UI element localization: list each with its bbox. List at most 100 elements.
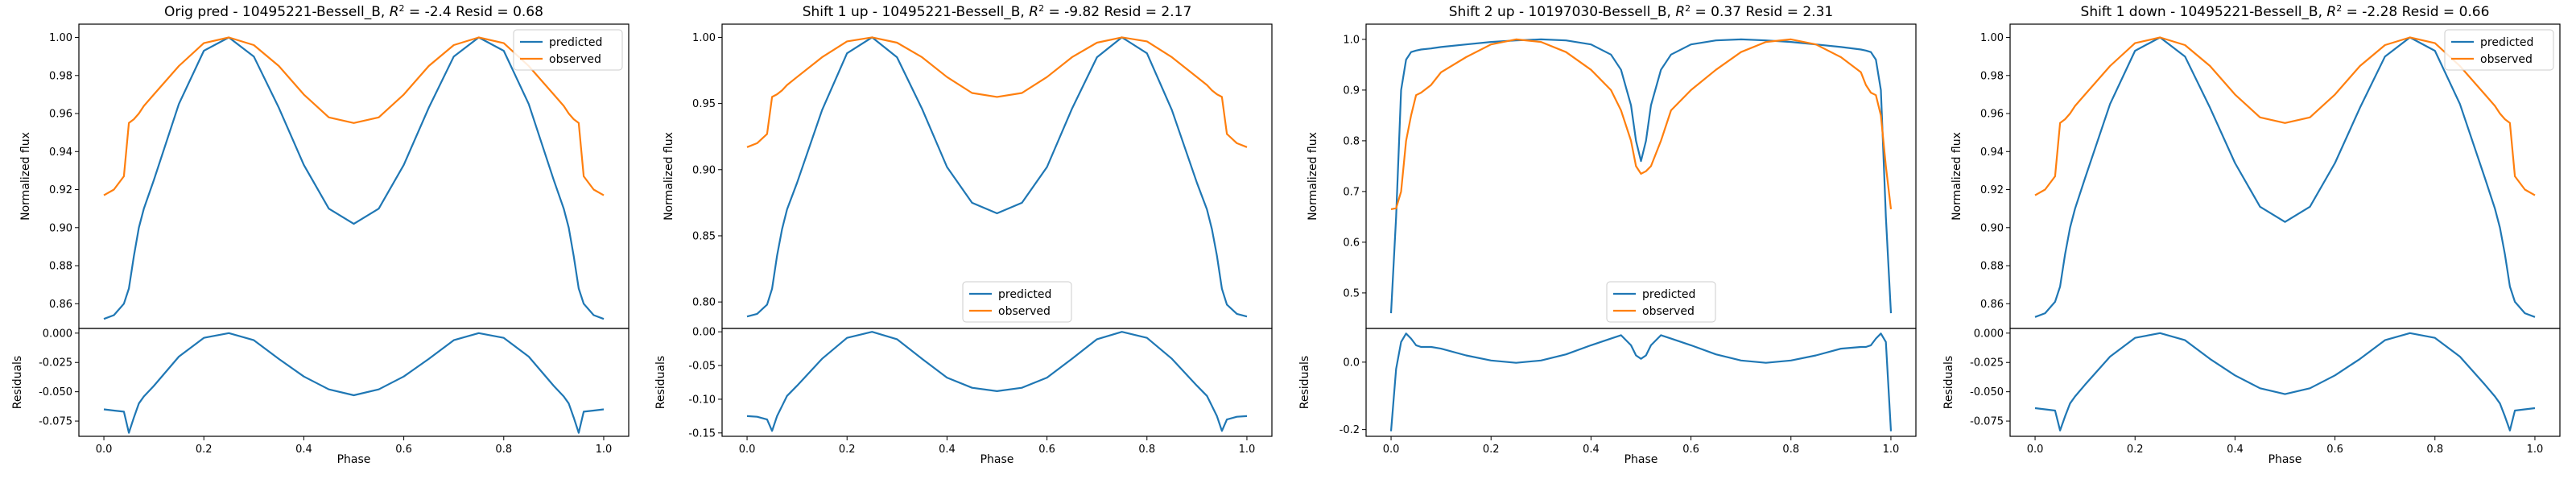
y-tick-label: 0.92 — [49, 184, 72, 196]
legend-box — [1606, 281, 1716, 323]
y-tick-label: 0.90 — [1980, 222, 2004, 234]
residual-axes-frame — [1365, 328, 1917, 437]
chart-title: Orig pred - 10495221-Bessell_B, R2 = -2.… — [164, 3, 543, 21]
y-tick-label: 0.8 — [1343, 135, 1360, 147]
legend-label-observed: observed — [1642, 305, 1695, 318]
residual-axis-label: Residuals — [1298, 356, 1311, 409]
y-tick-label: 0.96 — [49, 109, 72, 121]
legend: predicted observed — [513, 29, 623, 71]
y-tick-label: 0.5 — [1343, 287, 1360, 299]
series-line-predicted — [746, 36, 1248, 318]
x-axis-label: Phase — [337, 453, 371, 466]
legend: predicted observed — [1606, 281, 1716, 323]
series-line-observed — [746, 36, 1248, 148]
chart-title-values: = 0.37 Resid = 2.31 — [1690, 4, 1833, 20]
x-tick-label: 0.6 — [1038, 444, 1055, 456]
resid-y-tick-label: 0.000 — [1974, 328, 2004, 340]
chart-panel-1: Orig pred - 10495221-Bessell_B, R2 = -2.… — [11, 3, 630, 466]
y-tick-label: 0.96 — [1980, 109, 2004, 121]
r2-superscript: 2 — [1038, 3, 1044, 14]
x-tick-label: 0.2 — [839, 444, 856, 456]
resid-y-tick-label: 0.0 — [1343, 357, 1360, 369]
y-tick-label: 0.92 — [1980, 184, 2004, 196]
x-tick-label: 0.2 — [196, 444, 213, 456]
x-tick-label: 1.0 — [2527, 444, 2544, 456]
y-tick-label: 0.90 — [49, 222, 72, 234]
legend: predicted observed — [2444, 29, 2554, 71]
y-tick-label: 0.6 — [1343, 237, 1360, 249]
series-line-predicted — [1389, 38, 1893, 314]
series-line-observed — [2034, 36, 2536, 196]
legend-label-predicted: predicted — [2480, 36, 2533, 49]
x-tick-label: 1.0 — [596, 444, 613, 456]
residual-axis-label: Residuals — [1942, 356, 1955, 409]
resid-y-tick-label: 0.00 — [692, 327, 716, 339]
x-tick-label: 0.6 — [395, 444, 412, 456]
series-line-observed — [103, 36, 605, 196]
r2-symbol: R — [390, 4, 399, 20]
series-line-predicted — [2034, 36, 2536, 318]
y-tick-label: 0.88 — [1980, 261, 2004, 273]
chart-title: Shift 1 up - 10495221-Bessell_B, R2 = -9… — [803, 3, 1192, 21]
x-tick-label: 0.4 — [295, 444, 312, 456]
y-axis-label: Normalized flux — [663, 132, 675, 221]
chart-title: Shift 1 down - 10495221-Bessell_B, R2 = … — [2081, 3, 2490, 21]
series-line-observed — [1390, 38, 1893, 210]
resid-y-tick-label: 0.000 — [43, 328, 72, 340]
x-tick-label: 0.8 — [495, 444, 512, 456]
r2-superscript: 2 — [399, 3, 405, 14]
y-tick-label: 0.98 — [49, 70, 72, 82]
residual-line — [103, 332, 605, 434]
resid-y-tick-label: -0.025 — [39, 357, 72, 369]
r2-symbol: R — [1675, 4, 1685, 20]
resid-y-tick-label: -0.15 — [688, 427, 716, 440]
legend: predicted observed — [962, 281, 1072, 323]
chart-title-values: = -9.82 Resid = 2.17 — [1044, 4, 1191, 20]
y-tick-label: 0.9 — [1343, 85, 1360, 97]
chart-title-values: = -2.4 Resid = 0.68 — [405, 4, 543, 20]
x-tick-label: 0.0 — [96, 444, 113, 456]
residual-line — [746, 331, 1248, 432]
x-axis-label: Phase — [1624, 453, 1658, 466]
y-tick-label: 0.95 — [692, 98, 716, 110]
resid-y-tick-label: -0.10 — [688, 394, 716, 406]
x-tick-label: 0.0 — [2027, 444, 2044, 456]
resid-y-tick-label: -0.025 — [1970, 357, 2004, 369]
series-line-predicted — [103, 36, 605, 320]
y-tick-label: 0.98 — [1980, 70, 2004, 82]
residual-line — [1389, 332, 1893, 431]
resid-y-tick-label: -0.075 — [1970, 416, 2004, 428]
residual-axes-frame — [721, 328, 1273, 437]
resid-y-tick-label: -0.05 — [688, 361, 716, 373]
chart-title-text: Shift 1 down - 10495221-Bessell_B, — [2081, 4, 2327, 20]
resid-y-tick-label: -0.050 — [39, 386, 72, 398]
x-tick-label: 1.0 — [1239, 444, 1256, 456]
legend-label-observed: observed — [998, 305, 1051, 318]
y-tick-label: 0.90 — [692, 164, 716, 176]
chart-panel-2: Shift 1 up - 10495221-Bessell_B, R2 = -9… — [654, 3, 1273, 466]
y-axis-label: Normalized flux — [1307, 132, 1319, 221]
x-tick-label: 0.6 — [1682, 444, 1699, 456]
y-tick-label: 0.94 — [49, 147, 72, 159]
legend-label-predicted: predicted — [998, 288, 1051, 301]
resid-y-tick-label: -0.2 — [1340, 424, 1360, 436]
legend-label-predicted: predicted — [1642, 288, 1695, 301]
y-tick-label: 0.94 — [1980, 147, 2004, 159]
x-tick-label: 0.8 — [1782, 444, 1799, 456]
x-tick-label: 0.4 — [2227, 444, 2244, 456]
residual-axes-frame — [2009, 328, 2561, 437]
y-tick-label: 1.0 — [1343, 34, 1360, 46]
residual-axis-label: Residuals — [11, 356, 24, 409]
y-tick-label: 0.86 — [49, 299, 72, 311]
x-tick-label: 0.4 — [939, 444, 956, 456]
y-tick-label: 0.86 — [1980, 299, 2004, 311]
y-tick-label: 1.00 — [1980, 32, 2004, 44]
resid-y-tick-label: -0.075 — [39, 416, 72, 428]
legend-box — [2444, 29, 2554, 71]
y-tick-label: 0.85 — [692, 230, 716, 242]
x-tick-label: 0.8 — [1138, 444, 1155, 456]
y-tick-label: 0.88 — [49, 261, 72, 273]
y-tick-label: 1.00 — [692, 32, 716, 44]
r2-symbol: R — [1029, 4, 1038, 20]
